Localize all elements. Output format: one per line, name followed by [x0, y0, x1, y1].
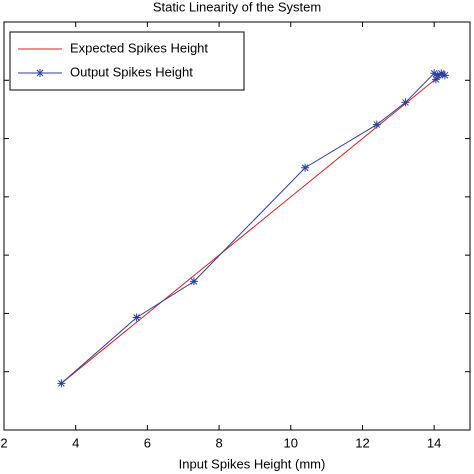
marker	[401, 98, 410, 107]
x-tick-label: 14	[427, 435, 441, 450]
x-tick-label: 6	[144, 435, 151, 450]
marker	[431, 75, 440, 84]
x-tick-label: 10	[284, 435, 298, 450]
legend-label: Expected Spikes Height	[70, 40, 208, 55]
series-line	[61, 71, 446, 384]
marker	[57, 379, 66, 388]
x-tick-label: 4	[72, 435, 79, 450]
chart-title: Static Linearity of the System	[153, 0, 321, 14]
legend-label: Output Spikes Height	[70, 64, 193, 79]
marker	[433, 71, 442, 80]
x-axis-label: Input Spikes Height (mm)	[179, 456, 326, 471]
marker	[301, 163, 310, 172]
marker	[132, 313, 141, 322]
x-tick-label: 12	[355, 435, 369, 450]
marker	[430, 69, 439, 78]
x-tick-label: 8	[215, 435, 222, 450]
marker	[372, 120, 381, 129]
marker	[440, 71, 449, 80]
x-tick-label: 2	[0, 435, 7, 450]
marker	[189, 277, 198, 286]
legend-box	[9, 31, 245, 91]
legend-marker	[36, 69, 44, 77]
marker	[437, 69, 446, 78]
